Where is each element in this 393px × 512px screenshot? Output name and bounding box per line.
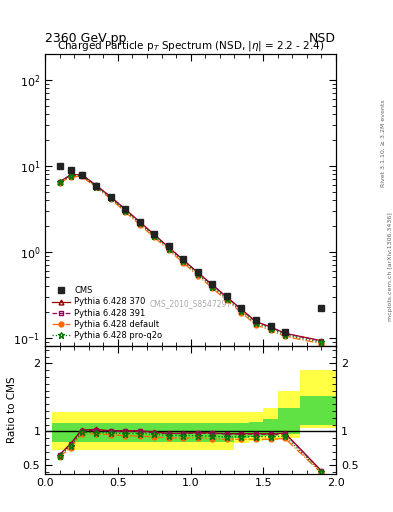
Title: Charged Particle p$_T$ Spectrum (NSD, $|\eta|$ = 2.2 - 2.4): Charged Particle p$_T$ Spectrum (NSD, $|… <box>57 39 324 53</box>
Text: 2360 GeV pp: 2360 GeV pp <box>45 32 127 45</box>
Text: Rivet 3.1.10, ≥ 3.2M events: Rivet 3.1.10, ≥ 3.2M events <box>381 99 386 187</box>
Y-axis label: Ratio to CMS: Ratio to CMS <box>7 377 17 443</box>
Text: CMS_2010_S8547297: CMS_2010_S8547297 <box>149 300 232 308</box>
Legend: CMS, Pythia 6.428 370, Pythia 6.428 391, Pythia 6.428 default, Pythia 6.428 pro-: CMS, Pythia 6.428 370, Pythia 6.428 391,… <box>50 284 165 342</box>
Text: mcplots.cern.ch [arXiv:1306.3436]: mcplots.cern.ch [arXiv:1306.3436] <box>388 212 393 321</box>
Text: NSD: NSD <box>309 32 336 45</box>
